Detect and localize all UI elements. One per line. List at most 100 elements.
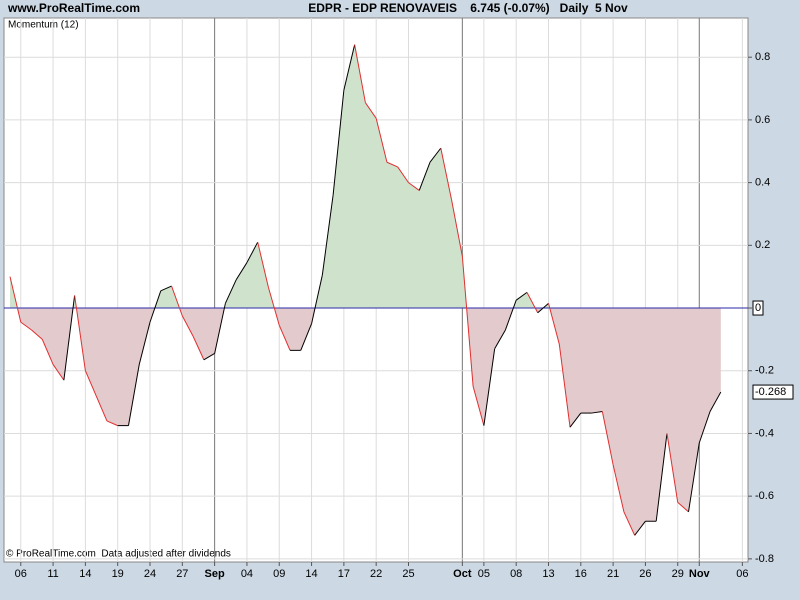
momentum-segment (515, 291, 528, 301)
momentum-segment (397, 166, 409, 183)
momentum-segment (311, 274, 323, 324)
momentum-segment (203, 353, 215, 361)
momentum-segment (472, 386, 485, 426)
momentum-segment (418, 162, 431, 191)
momentum-segment (569, 412, 582, 428)
positive-area (10, 44, 550, 309)
momentum-segment (677, 502, 689, 513)
x-tick-label: 16 (575, 568, 587, 580)
momentum-segment (52, 364, 65, 381)
momentum-segment (591, 411, 603, 414)
indicator-label: Momentum (12) (8, 20, 79, 31)
chart-title: EDPR - EDP RENOVAVEIS 6.745 (-0.07%) Dai… (308, 1, 628, 15)
momentum-segment (688, 442, 700, 512)
momentum-segment (235, 262, 248, 281)
momentum-segment (698, 411, 711, 444)
momentum-segment (634, 520, 646, 536)
momentum-segment (224, 279, 237, 304)
x-tick-label: 06 (15, 568, 27, 580)
momentum-segment (375, 118, 388, 163)
y-tick-label: 0 (755, 302, 761, 314)
momentum-segment (192, 336, 205, 360)
momentum-segment (440, 148, 453, 200)
momentum-segment (41, 339, 54, 365)
x-tick-label: 17 (338, 568, 350, 580)
momentum-segment (483, 348, 496, 426)
momentum-segment (601, 411, 614, 465)
x-tick-label: 24 (144, 568, 156, 580)
momentum-segment (20, 321, 32, 331)
momentum-segment (63, 295, 76, 381)
last-value-label: -0.268 (755, 386, 786, 398)
y-tick-label: 0.8 (755, 51, 770, 63)
momentum-segment (461, 256, 474, 387)
momentum-segment (332, 90, 345, 196)
y-tick-label: 0.2 (755, 239, 770, 251)
footer: © ProRealTime.com Data adjusted after di… (6, 549, 231, 560)
x-tick-label: Oct (453, 568, 472, 580)
x-tick-label: 22 (370, 568, 382, 580)
x-tick-label: 14 (79, 568, 91, 580)
momentum-segment (504, 300, 517, 331)
momentum-segment (429, 147, 442, 163)
momentum-segment (278, 325, 291, 351)
momentum-segment (149, 290, 162, 323)
momentum-segment (9, 276, 22, 323)
last-value-box (752, 384, 794, 400)
momentum-segment (214, 303, 226, 354)
momentum-segment (526, 292, 539, 313)
y-tick-label: -0.6 (755, 490, 774, 502)
momentum-segment (548, 303, 560, 345)
momentum-segment (666, 433, 679, 503)
x-tick-label: Nov (689, 568, 711, 580)
momentum-segment (623, 511, 636, 536)
momentum-segment (655, 433, 668, 522)
momentum-segment (451, 199, 463, 257)
momentum-segment (246, 241, 259, 263)
momentum-segment (709, 391, 722, 412)
momentum-segment (612, 464, 625, 512)
x-tick-label: 26 (639, 568, 651, 580)
momentum-segment (31, 329, 43, 340)
x-tick-label: 06 (736, 568, 748, 580)
momentum-segment (494, 329, 506, 350)
momentum-segment (408, 182, 420, 191)
momentum-segment (138, 322, 151, 365)
y-tick-label: 0.6 (755, 114, 770, 126)
y-tick-label: -0.4 (755, 427, 774, 439)
x-tick-label: Sep (205, 568, 225, 580)
x-tick-label: 05 (478, 568, 490, 580)
momentum-segment (300, 323, 313, 351)
x-tick-label: 19 (112, 568, 124, 580)
x-tick-label: 13 (542, 568, 554, 580)
x-tick-label: 21 (607, 568, 619, 580)
momentum-segment (321, 195, 334, 276)
momentum-segment (267, 287, 280, 326)
momentum-segment (537, 302, 549, 314)
momentum-segment (558, 344, 571, 428)
momentum-segment (160, 285, 172, 292)
x-tick-label: 27 (176, 568, 188, 580)
momentum-segment (364, 102, 377, 119)
x-tick-label: 11 (47, 568, 58, 580)
momentum-segment (354, 44, 366, 103)
y-tick-label: 0.4 (755, 177, 770, 189)
negative-area (10, 308, 721, 536)
momentum-segment (343, 44, 356, 91)
momentum-segment (127, 364, 140, 426)
y-tick-label: -0.8 (755, 553, 774, 565)
x-tick-label: 29 (672, 568, 684, 580)
momentum-segment (171, 285, 183, 317)
momentum-segment (386, 161, 398, 168)
momentum-segment (95, 395, 108, 422)
x-tick-label: 09 (273, 568, 285, 580)
site-name: www.ProRealTime.com (7, 1, 140, 15)
momentum-segment (181, 315, 194, 337)
momentum-segment (257, 242, 269, 288)
x-tick-label: 25 (402, 568, 414, 580)
y-tick-label: -0.2 (755, 365, 774, 377)
zero-label-box (752, 300, 764, 316)
momentum-segment (106, 420, 118, 427)
